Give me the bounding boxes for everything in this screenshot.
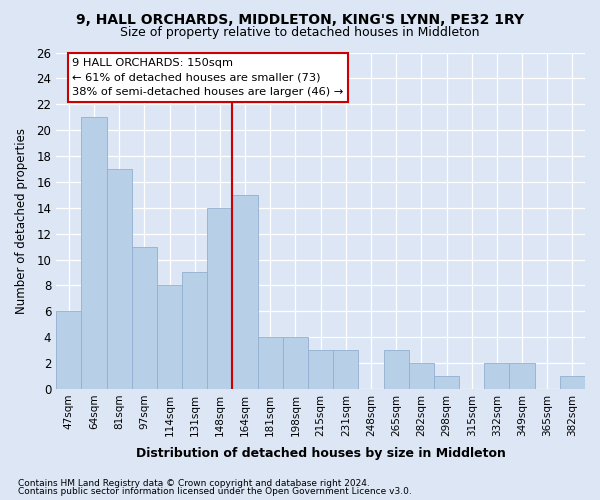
Bar — [82, 117, 107, 389]
Bar — [56, 312, 82, 389]
X-axis label: Distribution of detached houses by size in Middleton: Distribution of detached houses by size … — [136, 447, 506, 460]
Bar — [509, 363, 535, 389]
Bar — [132, 246, 157, 389]
Bar — [333, 350, 358, 389]
Bar — [560, 376, 585, 389]
Text: 9, HALL ORCHARDS, MIDDLETON, KING'S LYNN, PE32 1RY: 9, HALL ORCHARDS, MIDDLETON, KING'S LYNN… — [76, 12, 524, 26]
Text: 9 HALL ORCHARDS: 150sqm
← 61% of detached houses are smaller (73)
38% of semi-de: 9 HALL ORCHARDS: 150sqm ← 61% of detache… — [72, 58, 343, 97]
Bar — [383, 350, 409, 389]
Text: Size of property relative to detached houses in Middleton: Size of property relative to detached ho… — [120, 26, 480, 39]
Bar — [232, 195, 257, 389]
Bar — [182, 272, 207, 389]
Bar — [107, 169, 132, 389]
Text: Contains public sector information licensed under the Open Government Licence v3: Contains public sector information licen… — [18, 487, 412, 496]
Y-axis label: Number of detached properties: Number of detached properties — [15, 128, 28, 314]
Bar — [308, 350, 333, 389]
Bar — [207, 208, 232, 389]
Bar — [434, 376, 459, 389]
Bar — [484, 363, 509, 389]
Bar — [157, 286, 182, 389]
Bar — [283, 337, 308, 389]
Bar — [409, 363, 434, 389]
Text: Contains HM Land Registry data © Crown copyright and database right 2024.: Contains HM Land Registry data © Crown c… — [18, 479, 370, 488]
Bar — [257, 337, 283, 389]
